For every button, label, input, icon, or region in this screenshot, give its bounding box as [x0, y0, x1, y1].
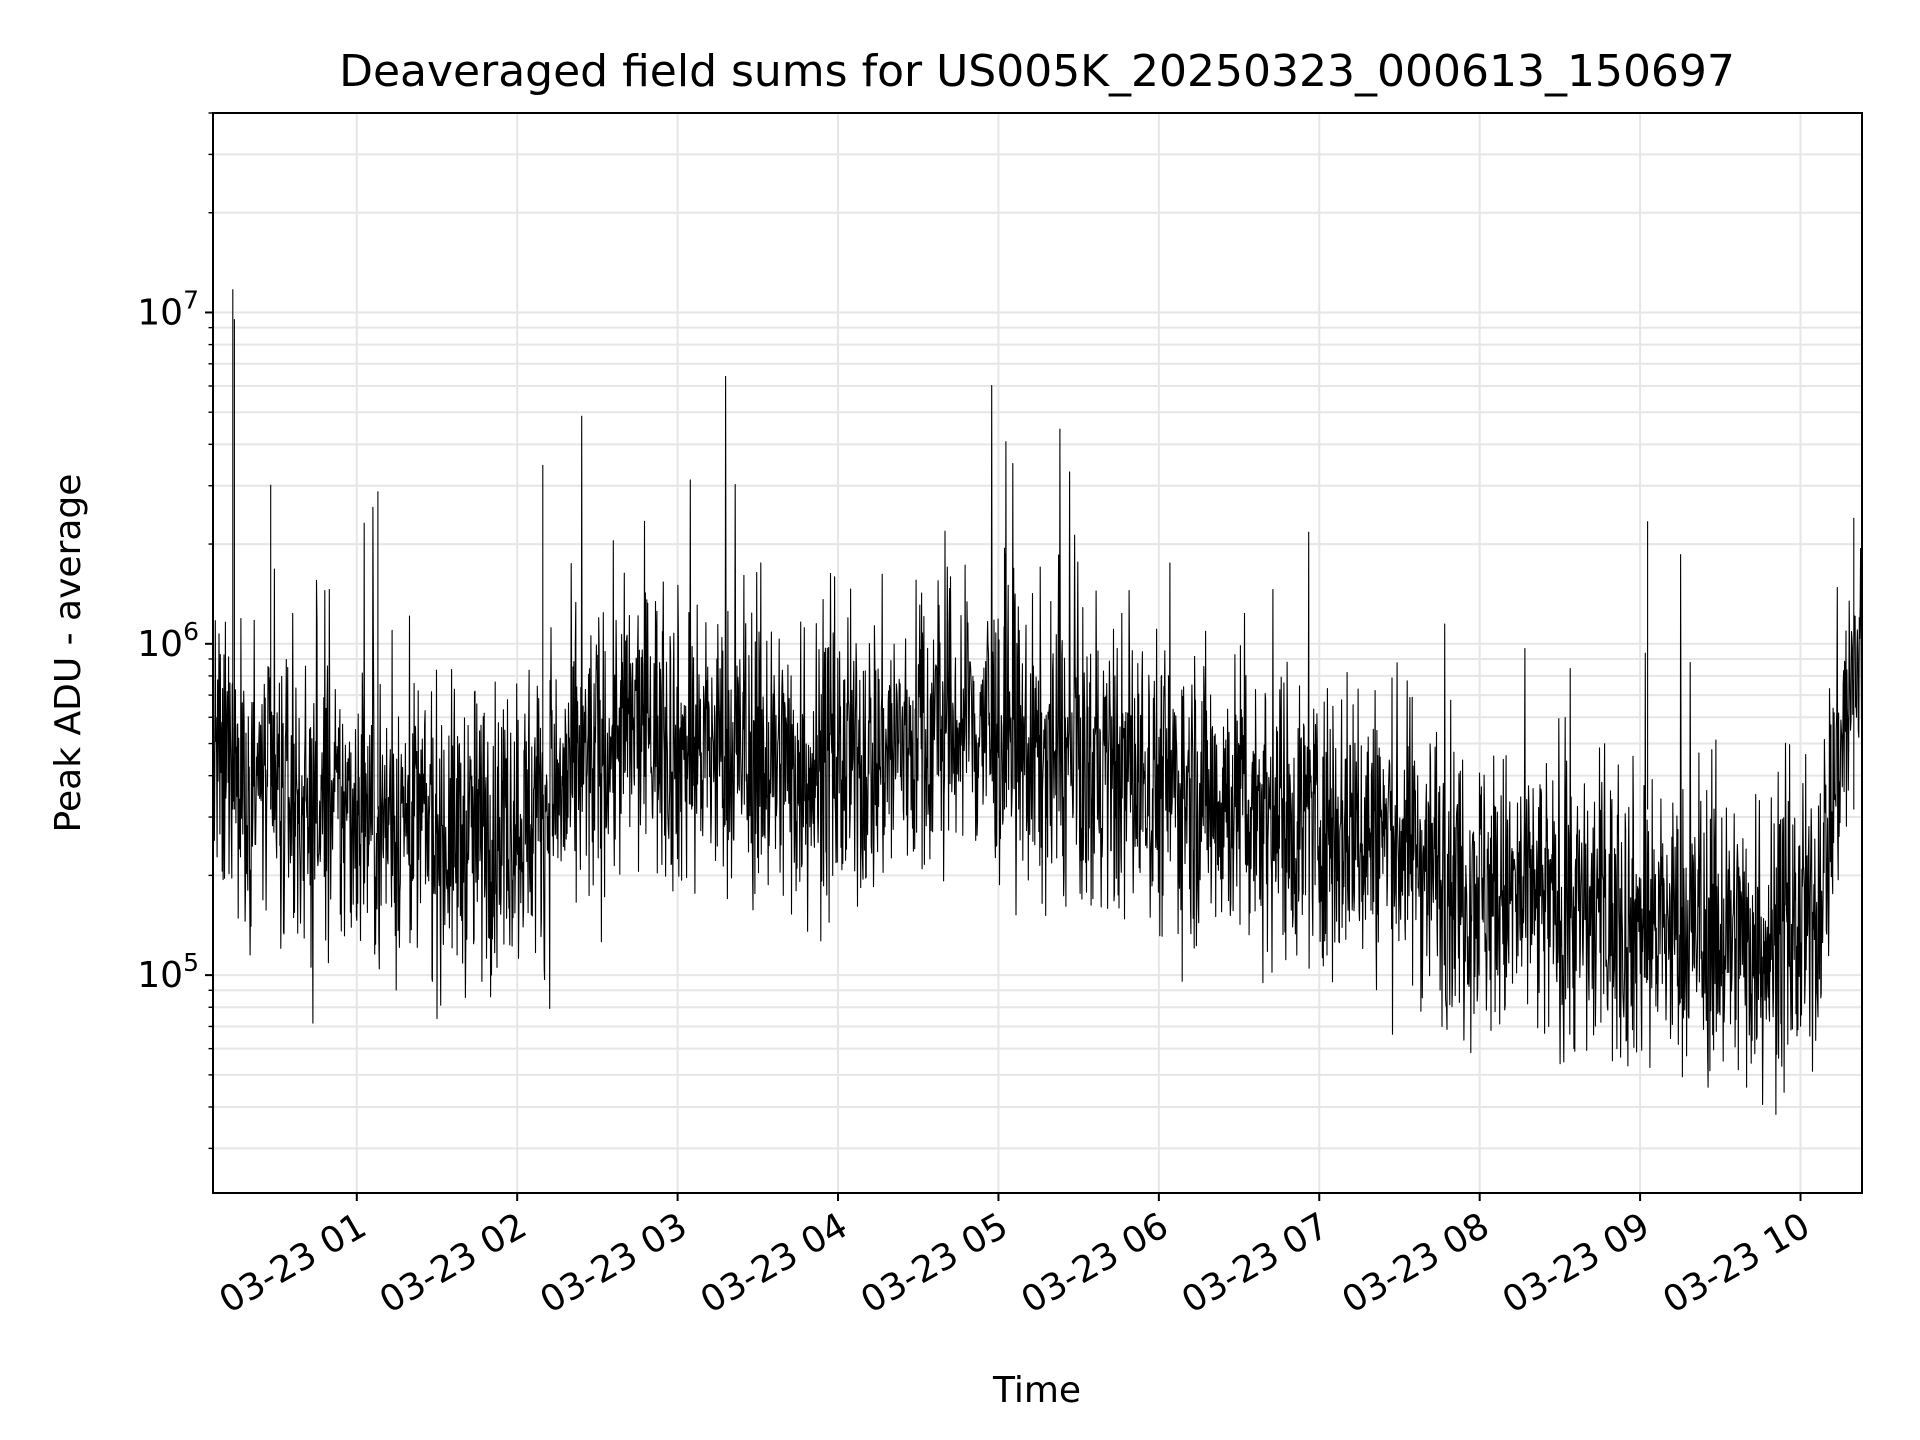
x-tick-label: 03-23 07 [1175, 1205, 1336, 1321]
y-tick-label: 105 [137, 948, 199, 996]
x-axis: 03-23 01 03-23 02 03-23 03 03-23 04 03-23 05… [213, 1193, 1817, 1322]
series-line [213, 289, 1862, 1115]
y-axis: 105 106 107 [137, 112, 213, 1150]
x-tick-label: 03-23 09 [1496, 1205, 1657, 1321]
y-tick-label: 107 [137, 285, 199, 333]
x-tick-label: 03-23 04 [694, 1205, 855, 1321]
x-tick-label: 03-23 08 [1336, 1205, 1497, 1321]
x-tick-label: 03-23 05 [854, 1205, 1015, 1321]
x-tick-label: 03-23 10 [1656, 1205, 1817, 1321]
y-axis-label: Peak ADU - average [48, 474, 89, 833]
x-tick-label: 03-23 06 [1015, 1205, 1176, 1321]
x-axis-label: Time [992, 1370, 1081, 1411]
x-tick-label: 03-23 03 [533, 1205, 694, 1321]
chart-title: Deaveraged field sums for US005K_2025032… [339, 46, 1735, 97]
plot-frame [212, 112, 1863, 1194]
x-tick-label: 03-23 02 [373, 1205, 534, 1321]
x-tick-label: 03-23 01 [213, 1205, 374, 1321]
grid-lines [213, 112, 1862, 1193]
y-tick-label: 106 [137, 617, 199, 665]
